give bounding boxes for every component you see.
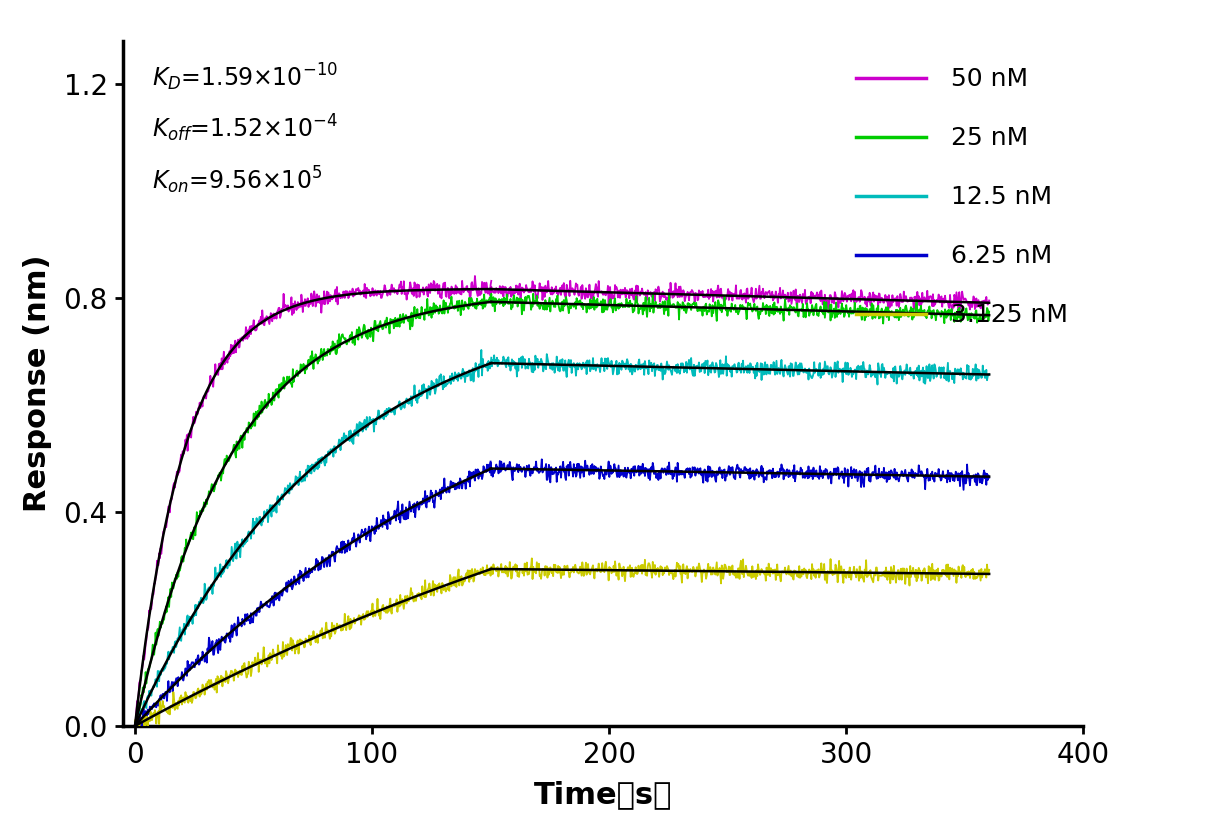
50 nM: [128, 719, 143, 728]
50 nM: [357, 279, 372, 289]
50 nM: [190, 408, 204, 417]
6.25 nM: [394, 511, 409, 521]
Line: 12.5 nM: 12.5 nM: [135, 350, 491, 729]
3.125 nM: [480, 560, 495, 570]
6.25 nM: [358, 524, 373, 534]
3.125 nM: [313, 630, 327, 640]
6.25 nM: [130, 722, 145, 732]
25 nM: [357, 321, 372, 331]
12.5 nM: [257, 507, 272, 516]
Y-axis label: Response (nm): Response (nm): [23, 255, 53, 512]
6.25 nM: [261, 602, 276, 612]
6.25 nM: [257, 600, 272, 610]
50 nM: [394, 276, 409, 286]
25 nM: [256, 402, 271, 412]
25 nM: [190, 507, 204, 517]
6.25 nM: [190, 653, 204, 662]
3.125 nM: [358, 614, 373, 624]
Text: $K_D$=1.59×10$^{-10}$
$K_{off}$=1.52×10$^{-4}$
$K_{on}$=9.56×10$^{5}$: $K_D$=1.59×10$^{-10}$ $K_{off}$=1.52×10$…: [151, 62, 337, 196]
3.125 nM: [128, 724, 143, 734]
6.25 nM: [313, 563, 327, 573]
25 nM: [394, 318, 409, 328]
12.5 nM: [190, 604, 204, 614]
6.25 nM: [128, 722, 143, 732]
3.125 nM: [261, 650, 276, 660]
25 nM: [476, 290, 491, 299]
3.125 nM: [128, 715, 143, 725]
50 nM: [484, 276, 499, 285]
12.5 nM: [313, 454, 327, 464]
25 nM: [311, 356, 326, 366]
3.125 nM: [190, 685, 204, 695]
6.25 nM: [484, 457, 499, 467]
3.125 nM: [484, 565, 499, 575]
50 nM: [311, 291, 326, 301]
Legend: 50 nM, 25 nM, 12.5 nM, 6.25 nM, 3.125 nM: 50 nM, 25 nM, 12.5 nM, 6.25 nM, 3.125 nM: [856, 68, 1067, 328]
3.125 nM: [257, 652, 272, 662]
12.5 nM: [358, 419, 373, 429]
3.125 nM: [394, 597, 409, 607]
50 nM: [468, 271, 483, 281]
50 nM: [256, 320, 271, 330]
25 nM: [261, 401, 276, 411]
Line: 25 nM: 25 nM: [135, 295, 491, 726]
12.5 nM: [261, 509, 276, 519]
Line: 6.25 nM: 6.25 nM: [135, 462, 491, 727]
12.5 nM: [394, 403, 409, 413]
Line: 50 nM: 50 nM: [135, 276, 491, 724]
Line: 3.125 nM: 3.125 nM: [135, 565, 491, 729]
X-axis label: Time（s）: Time（s）: [534, 780, 672, 809]
50 nM: [261, 314, 276, 323]
12.5 nM: [484, 353, 499, 363]
25 nM: [128, 721, 143, 731]
12.5 nM: [128, 718, 143, 728]
6.25 nM: [484, 470, 499, 480]
12.5 nM: [474, 345, 489, 355]
12.5 nM: [128, 724, 143, 734]
25 nM: [484, 298, 499, 308]
